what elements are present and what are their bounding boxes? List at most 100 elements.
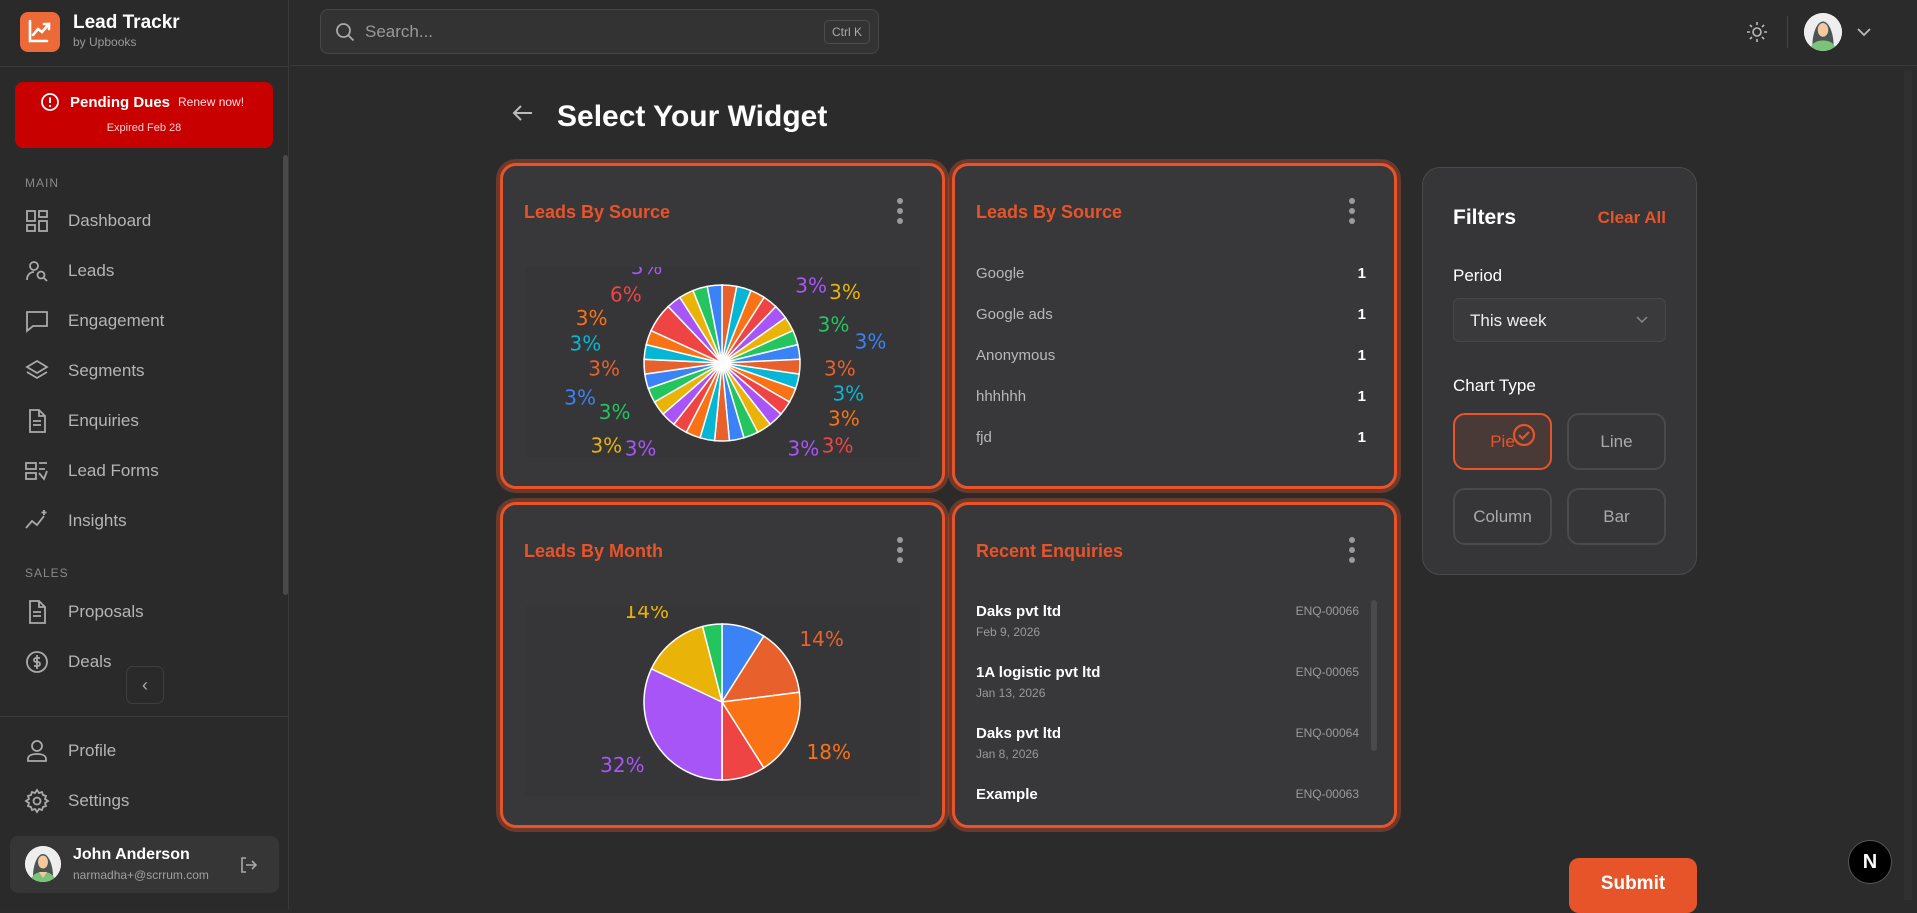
more-options-icon[interactable]	[1348, 198, 1356, 224]
user-email: narmadha+@scrrum.com	[73, 868, 209, 882]
more-options-icon[interactable]	[896, 537, 904, 563]
source-name: fjd	[976, 429, 992, 446]
data-label: 3%	[795, 274, 827, 298]
enquiry-id: ENQ-00063	[1295, 787, 1359, 801]
sidebar-item-proposals[interactable]: Proposals	[24, 594, 274, 630]
data-label: 6%	[610, 283, 642, 307]
search-icon	[336, 23, 355, 42]
widget-card-leads-by-source-list[interactable]: Leads By Source Google 1 Google ads 1 Anonym…	[952, 163, 1397, 489]
source-count: 1	[1357, 306, 1366, 323]
data-label: 18%	[807, 740, 851, 764]
collapse-sidebar-button[interactable]: ‹	[126, 666, 164, 704]
chart-type-label: Chart Type	[1453, 376, 1536, 395]
main-scrollbar[interactable]	[1904, 70, 1912, 900]
data-label: 3%	[590, 433, 622, 457]
widget-card-recent-enquiries[interactable]: Recent Enquiries Daks pvt ltd Feb 9, 2026…	[952, 502, 1397, 828]
chart-type-bar[interactable]: Bar	[1567, 488, 1666, 545]
data-label: 3%	[818, 312, 850, 336]
user-card[interactable]: John Anderson narmadha+@scrrum.com	[10, 836, 279, 893]
chart-type-label: Pie	[1490, 431, 1515, 451]
sidebar-item-engagement[interactable]: Engagement	[24, 303, 274, 339]
renew-link[interactable]: Renew now!	[178, 95, 245, 109]
search-bar[interactable]: Ctrl K	[320, 9, 879, 54]
logout-icon[interactable]	[238, 855, 258, 875]
section-label-main: MAIN	[25, 176, 59, 190]
sidebar-item-profile[interactable]: Profile	[24, 733, 274, 769]
more-options-icon[interactable]	[896, 198, 904, 224]
sidebar-item-settings[interactable]: Settings	[24, 783, 274, 819]
enquiry-date: Jan 13, 2026	[976, 686, 1046, 700]
dues-title: Pending Dues	[70, 94, 171, 111]
enquiry-item[interactable]: Example ENQ-00063	[976, 786, 1359, 808]
source-name: Google ads	[976, 306, 1053, 323]
header-avatar[interactable]	[1804, 13, 1842, 51]
chart-type-pie[interactable]: Pie	[1453, 413, 1552, 470]
sidebar-item-enquiries[interactable]: Enquiries	[24, 403, 274, 439]
pie-slice[interactable]	[643, 667, 723, 781]
source-name: Anonymous	[976, 347, 1056, 364]
sidebar-item-leads[interactable]: Leads	[24, 253, 274, 289]
gear-icon	[24, 788, 50, 814]
data-label: 3%	[564, 385, 596, 409]
dollar-icon	[26, 651, 48, 673]
data-label: 3%	[570, 331, 602, 355]
next-dev-indicator[interactable]: N	[1848, 840, 1892, 884]
widget-title: Recent Enquiries	[976, 541, 1124, 561]
enquiry-item[interactable]: Daks pvt ltd Feb 9, 2026 ENQ-00066	[976, 603, 1359, 639]
search-input[interactable]	[365, 10, 765, 53]
sidebar-item-label: Insights	[68, 511, 127, 530]
source-name: hhhhhh	[976, 388, 1027, 405]
enquiry-item[interactable]: 1A logistic pvt ltd Jan 13, 2026 ENQ-00065	[976, 664, 1359, 700]
enquiry-name: Daks pvt ltd	[976, 603, 1062, 620]
top-header: Ctrl K	[290, 0, 1917, 66]
widget-title: Leads By Month	[524, 541, 664, 561]
enquiries-scrollbar[interactable]	[1371, 600, 1377, 751]
pie-slice[interactable]	[720, 635, 801, 703]
clear-all-button[interactable]: Clear All	[1597, 208, 1666, 227]
sidebar-item-label: Segments	[68, 361, 145, 380]
pie-slice[interactable]	[720, 691, 801, 769]
sidebar-item-label: Proposals	[68, 602, 144, 621]
document-icon	[29, 409, 46, 433]
user-icon	[27, 740, 47, 762]
chart-type-line[interactable]: Line	[1567, 413, 1666, 470]
widget-card-leads-by-month[interactable]: Leads By Month 9%14%18%9%32%14%4%	[500, 502, 945, 828]
source-list-item: Anonymous 1	[976, 347, 1366, 364]
enquiry-item[interactable]: Daks pvt ltd Jan 8, 2026 ENQ-00064	[976, 725, 1359, 761]
submit-button[interactable]: Submit	[1569, 858, 1697, 913]
pie-slice[interactable]	[706, 284, 723, 364]
brand-name: Lead Trackr	[73, 12, 180, 33]
section-label-sales: SALES	[25, 566, 69, 580]
layers-icon	[25, 359, 49, 380]
data-label: 14%	[625, 606, 669, 623]
sidebar-item-segments[interactable]: Segments	[24, 353, 274, 389]
sidebar-item-dashboard[interactable]: Dashboard	[24, 203, 274, 239]
sidebar-item-lead-forms[interactable]: Lead Forms	[24, 453, 274, 489]
sidebar-item-label: Profile	[68, 741, 117, 760]
more-options-icon[interactable]	[1348, 537, 1356, 563]
user-avatar-icon	[25, 846, 61, 882]
widget-card-leads-by-source-pie[interactable]: Leads By Source 3% 3% 3% 3% 3% 3% 3% 3% 3% 3% 3% 3%…	[500, 163, 945, 489]
alert-icon	[41, 93, 59, 111]
chevron-down-icon[interactable]	[1856, 24, 1872, 40]
source-name: Google	[976, 265, 1025, 282]
pie-chart-leads-by-source: 3%3%3%3%3%3%3%3%3%3%3%3%3%3%3%3%3%3%3%3%…	[525, 267, 920, 457]
sidebar-item-deals[interactable]: Deals	[24, 644, 274, 680]
pending-dues-banner[interactable]: Pending Dues Renew now! Expired Feb 28	[15, 82, 273, 148]
divider	[0, 716, 289, 717]
source-list-item: Google ads 1	[976, 306, 1366, 323]
sidebar-scrollbar[interactable]	[283, 155, 288, 595]
period-select[interactable]: This week	[1453, 298, 1666, 342]
form-icon	[25, 462, 48, 481]
pie-slice[interactable]	[650, 625, 724, 704]
sparkle-chart-icon	[25, 510, 47, 529]
pie-slice[interactable]	[701, 623, 723, 703]
theme-toggle-sun-icon[interactable]	[1745, 20, 1769, 44]
brand-subtitle: by Upbooks	[73, 35, 137, 49]
sidebar-item-insights[interactable]: Insights	[24, 503, 274, 539]
brand-logo	[20, 12, 60, 52]
source-list-item: Google 1	[976, 265, 1366, 282]
chart-type-column[interactable]: Column	[1453, 488, 1552, 545]
data-label: 3%	[625, 436, 657, 457]
back-arrow-icon[interactable]	[508, 98, 538, 128]
